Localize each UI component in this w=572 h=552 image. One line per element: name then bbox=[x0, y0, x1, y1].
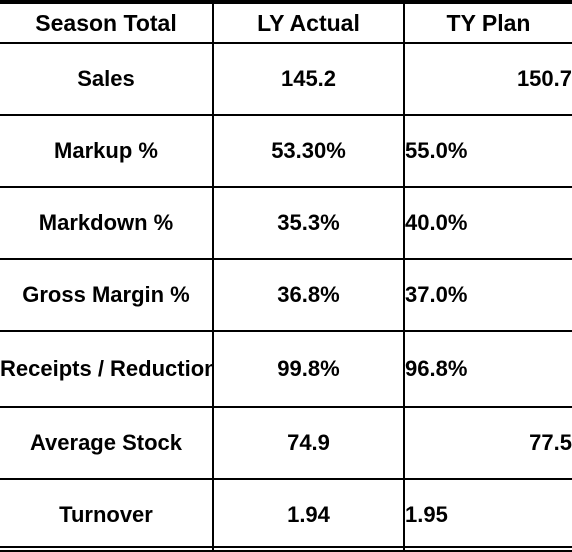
row-label-markdown: Markdown % bbox=[0, 186, 214, 260]
table-row-markdown: Markdown % 35.3% 40.0% bbox=[0, 186, 572, 260]
cell-ly-receipts-reductions: 99.8% bbox=[212, 330, 405, 408]
header-row: Season Total LY Actual TY Plan bbox=[0, 2, 572, 44]
header-ly-actual: LY Actual bbox=[212, 2, 405, 44]
table-row-markup: Markup % 53.30% 55.0% bbox=[0, 114, 572, 188]
cell-ty-markup: 55.0% bbox=[403, 114, 572, 188]
cell-ty-markdown: 40.0% bbox=[403, 186, 572, 260]
row-label-markup: Markup % bbox=[0, 114, 214, 188]
cell-ly-markdown: 35.3% bbox=[212, 186, 405, 260]
table-row-receipts-reductions: Receipts / Reductions 99.8% 96.8% bbox=[0, 330, 572, 408]
table-row-turnover: Turnover 1.94 1.95 bbox=[0, 478, 572, 552]
cell-ly-average-stock: 74.9 bbox=[212, 406, 405, 480]
row-label-receipts-reductions: Receipts / Reductions bbox=[0, 330, 214, 408]
cell-ty-turnover: 1.95 bbox=[403, 478, 572, 552]
cell-ty-receipts-reductions: 96.8% bbox=[403, 330, 572, 408]
row-label-sales: Sales bbox=[0, 42, 214, 116]
cell-ty-gross-margin: 37.0% bbox=[403, 258, 572, 332]
row-label-average-stock: Average Stock bbox=[0, 406, 214, 480]
row-label-gross-margin: Gross Margin % bbox=[0, 258, 214, 332]
table-row-sales: Sales 145.2 150.7 bbox=[0, 42, 572, 116]
cell-ty-sales: 150.7 bbox=[403, 42, 572, 116]
cell-ty-average-stock: 77.5 bbox=[403, 406, 572, 480]
header-ty-plan: TY Plan bbox=[403, 2, 572, 44]
table-row-average-stock: Average Stock 74.9 77.5 bbox=[0, 406, 572, 480]
header-season-total: Season Total bbox=[0, 2, 214, 44]
row-label-turnover: Turnover bbox=[0, 478, 214, 552]
table-row-gross-margin: Gross Margin % 36.8% 37.0% bbox=[0, 258, 572, 332]
cell-ly-sales: 145.2 bbox=[212, 42, 405, 116]
cell-ly-gross-margin: 36.8% bbox=[212, 258, 405, 332]
cell-ly-turnover: 1.94 bbox=[212, 478, 405, 552]
cell-ly-markup: 53.30% bbox=[212, 114, 405, 188]
